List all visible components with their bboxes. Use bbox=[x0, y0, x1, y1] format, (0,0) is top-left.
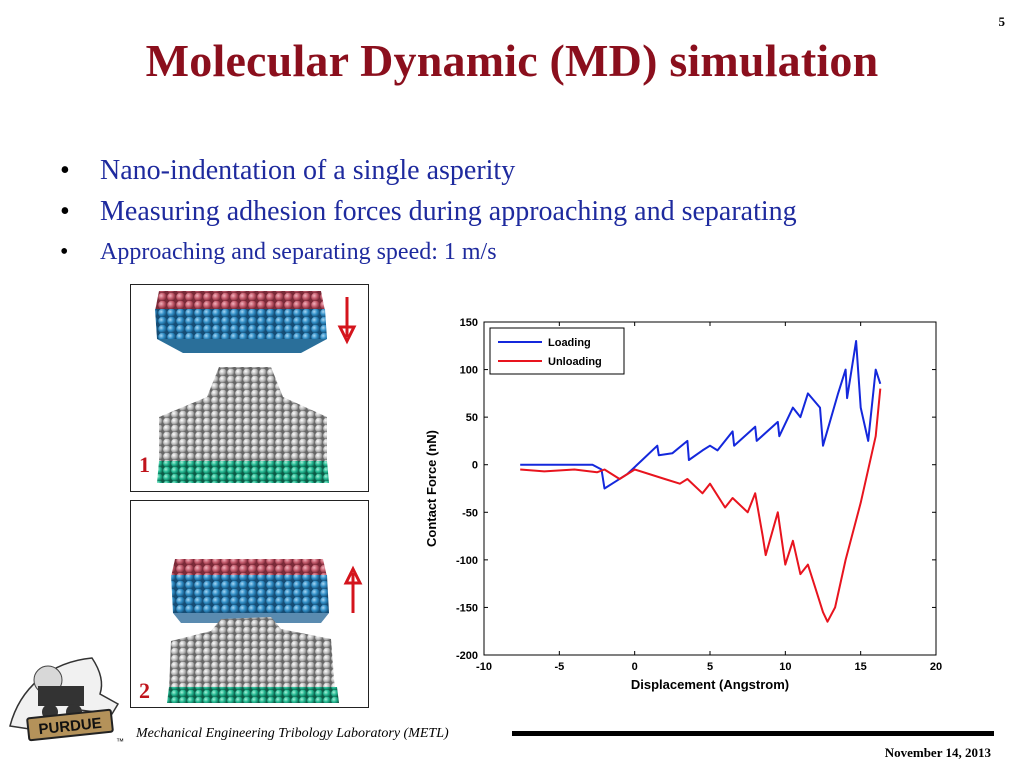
snapshot-label: 2 bbox=[139, 678, 150, 703]
bullet-item: • Approaching and separating speed: 1 m/s bbox=[60, 232, 797, 273]
simulation-snapshot-1: 1 bbox=[130, 284, 369, 492]
y-tick-label: 100 bbox=[460, 365, 478, 377]
x-tick-label: -10 bbox=[476, 661, 492, 673]
molecular-snapshot-approach bbox=[155, 291, 357, 483]
plot-area bbox=[483, 321, 937, 656]
bullet-icon: • bbox=[60, 196, 70, 227]
series-lines bbox=[520, 340, 882, 623]
x-tick-label: 5 bbox=[707, 661, 713, 673]
slide-title: Molecular Dynamic (MD) simulation bbox=[145, 35, 879, 86]
y-tick-label: -150 bbox=[456, 602, 478, 614]
legend-box bbox=[489, 327, 625, 375]
logo-wordmark: PURDUE bbox=[38, 715, 103, 739]
series-line-loading bbox=[520, 340, 882, 490]
x-tick-label: 0 bbox=[632, 661, 638, 673]
bullet-list: • Nano-indentation of a single asperity •… bbox=[60, 150, 797, 273]
x-axis-label: Displacement (Angstrom) bbox=[631, 677, 789, 692]
bullet-text: Approaching and separating speed: 1 m/s bbox=[100, 239, 497, 265]
y-tick-label: 50 bbox=[466, 412, 478, 424]
y-tick-label: -50 bbox=[462, 507, 478, 519]
footer-lab-name: Mechanical Engineering Tribology Laborat… bbox=[136, 726, 449, 741]
slide-number: 5 bbox=[998, 14, 1006, 29]
y-tick-label: -100 bbox=[456, 555, 478, 567]
footer-rule bbox=[512, 731, 994, 736]
up-arrow-icon bbox=[343, 565, 363, 585]
logo-trademark: ™ bbox=[116, 737, 124, 746]
bullet-item: • Nano-indentation of a single asperity bbox=[60, 150, 797, 191]
legend: Loading Unloading bbox=[489, 327, 625, 375]
y-axis-label: Contact Force (nN) bbox=[424, 430, 439, 547]
down-arrow-icon bbox=[337, 325, 357, 345]
simulation-snapshot-2: 2 bbox=[130, 500, 369, 708]
x-tick-label: 10 bbox=[779, 661, 791, 673]
x-tick-label: -5 bbox=[554, 661, 564, 673]
legend-entry: Loading bbox=[548, 337, 591, 349]
x-tick-label: 20 bbox=[930, 661, 942, 673]
legend-entry: Unloading bbox=[548, 356, 602, 368]
snapshot-label: 1 bbox=[139, 452, 150, 477]
y-tick-label: 150 bbox=[460, 317, 478, 329]
bullet-text: Nano-indentation of a single asperity bbox=[100, 155, 516, 186]
purdue-logo: PURDUE ™ bbox=[9, 657, 124, 746]
y-tick-label: 0 bbox=[472, 460, 478, 472]
molecular-snapshot-separate bbox=[167, 559, 363, 703]
bullet-item: • Measuring adhesion forces during approa… bbox=[60, 191, 797, 232]
footer-date: November 14, 2013 bbox=[884, 745, 991, 760]
bullet-text: Measuring adhesion forces during approac… bbox=[100, 196, 797, 227]
series-line-unloading bbox=[520, 388, 882, 623]
bullet-icon: • bbox=[60, 239, 69, 265]
bullet-icon: • bbox=[60, 155, 70, 186]
y-tick-label: -200 bbox=[456, 650, 478, 662]
x-tick-label: 15 bbox=[855, 661, 867, 673]
